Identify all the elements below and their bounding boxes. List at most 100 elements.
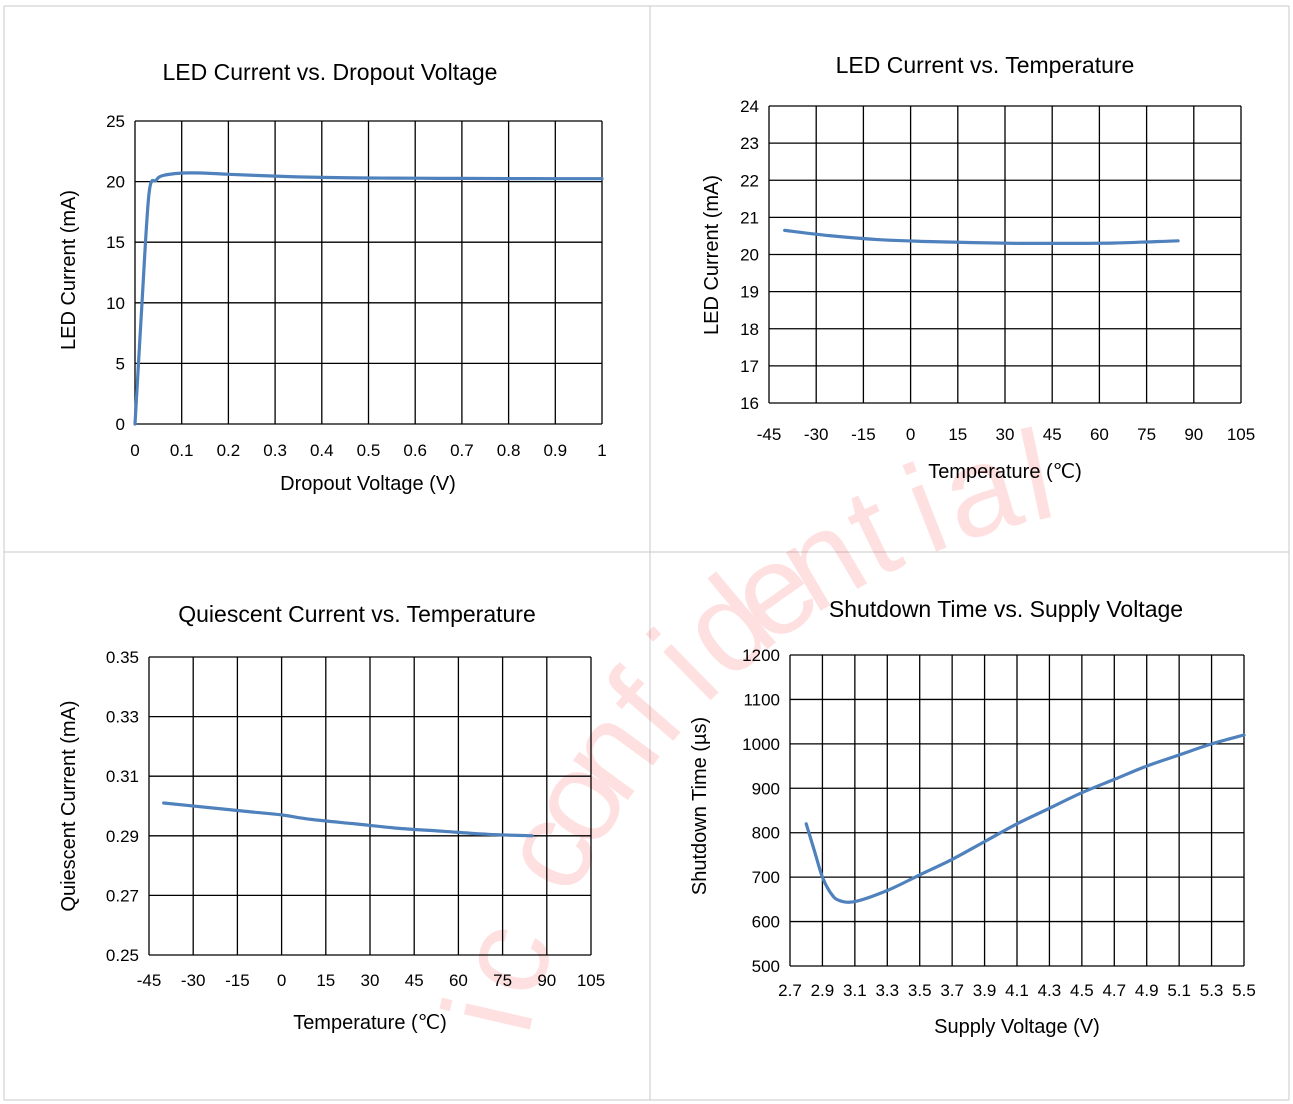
y-tick-label: 25 [106,112,125,131]
y-axis-label: LED Current (mA) [701,175,723,335]
x-tick-label: 1 [597,441,606,460]
x-tick-label: 0.9 [543,441,567,460]
grid [148,656,592,956]
x-tick-label: 45 [405,971,424,990]
x-tick-label: 5.1 [1167,981,1191,1000]
x-tick-label: 0.2 [217,441,241,460]
y-tick-label: 24 [740,97,759,116]
x-tick-label: -45 [757,425,782,444]
x-tick-label: 0 [906,425,915,444]
x-tick-label: 90 [1184,425,1203,444]
y-tick-label: 1000 [742,735,780,754]
x-tick-label: -15 [225,971,250,990]
x-tick-label: 30 [996,425,1015,444]
chart-4: Shutdown Time vs. Supply Voltage 2.7 2.9 3.… [689,596,1256,1038]
x-tick-label: 0.4 [310,441,334,460]
x-tick-label: 0 [277,971,286,990]
x-tick-label: 5.3 [1200,981,1224,1000]
y-tick-label: 20 [740,246,759,265]
y-tick-label: 0.35 [106,648,139,667]
y-tick-label: 1200 [742,646,780,665]
y-tick-label: 0.31 [106,767,139,786]
chart-2: LED Current vs. Temperature -45 -30 -15 0 15 3… [701,52,1255,483]
y-tick-label: 800 [752,824,780,843]
x-tick-label: 75 [1137,425,1156,444]
x-axis-label: Dropout Voltage (V) [280,473,456,495]
y-axis-label: LED Current (mA) [58,190,80,350]
series-line [804,733,1246,904]
y-axis-label: Quiescent Current (mA) [58,700,80,911]
x-tick-label: 3.1 [843,981,867,1000]
y-tick-label: 600 [752,913,780,932]
x-tick-label: 4.3 [1038,981,1062,1000]
x-tick-label: 15 [948,425,967,444]
x-tick-label: 0.6 [403,441,427,460]
x-tick-label: 4.7 [1102,981,1126,1000]
y-tick-label: 0.33 [106,708,139,727]
y-tick-label: 1100 [743,690,780,709]
grid [134,120,603,425]
y-tick-label: 20 [106,173,125,192]
x-tick-label: 4.1 [1005,981,1029,1000]
x-tick-label: 0.3 [263,441,287,460]
x-tick-label: 2.7 [778,981,802,1000]
y-tick-label: 900 [752,779,780,798]
series-line [133,171,604,426]
y-axis-label: Shutdown Time (µs) [689,717,711,895]
y-tick-label: 15 [106,233,125,252]
x-axis-label: Temperature (℃) [293,1012,447,1034]
chart-title: Quiescent Current vs. Temperature [178,601,536,627]
x-tick-label: -30 [804,425,829,444]
x-tick-label: -30 [181,971,206,990]
y-tick-label: 5 [116,354,125,373]
x-tick-label: 0.8 [497,441,521,460]
y-tick-label: 0.27 [106,886,139,905]
y-tick-label: 10 [106,294,125,313]
y-tick-label: 0.29 [106,827,139,846]
grid [768,105,1242,404]
x-axis-label: Temperature (℃) [928,461,1082,483]
chart-1: LED Current vs. Dropout Voltage 0 0.1 0.2 0.… [58,59,607,495]
x-tick-label: 4.9 [1135,981,1159,1000]
y-tick-label: 22 [740,171,759,190]
x-tick-label: 2.9 [811,981,835,1000]
series-line [162,801,534,838]
y-tick-label: 500 [752,957,780,976]
y-tick-label: 19 [740,283,759,302]
y-tick-label: 18 [740,320,759,339]
cell-borders [3,5,1290,1101]
y-tick-label: 16 [740,394,759,413]
y-tick-label: 700 [752,868,780,887]
x-tick-label: 105 [1227,425,1255,444]
y-tick-label: 0 [116,415,125,434]
x-axis-label: Supply Voltage (V) [934,1016,1100,1038]
chart-3: Quiescent Current vs. Temperature -45 -30-… [58,601,605,1034]
y-tick-label: 21 [740,208,759,227]
chart-title: LED Current vs. Temperature [836,52,1135,78]
x-tick-label: 0 [130,441,139,460]
x-tick-label: 3.3 [875,981,899,1000]
x-tick-label: 3.9 [973,981,997,1000]
x-tick-label: 75 [493,971,512,990]
x-tick-label: 15 [316,971,335,990]
x-tick-label: 4.5 [1070,981,1094,1000]
x-tick-label: 60 [449,971,468,990]
x-tick-label: 30 [361,971,380,990]
charts: LED Current vs. Dropout Voltage 0 0.1 0.2 0.… [58,52,1256,1038]
x-tick-label: 0.5 [357,441,381,460]
x-tick-label: 45 [1043,425,1062,444]
chart-title: LED Current vs. Dropout Voltage [163,59,498,85]
x-tick-label: 5.5 [1232,981,1256,1000]
series-line [783,228,1180,246]
chart-title: Shutdown Time vs. Supply Voltage [829,596,1183,622]
x-tick-label: 105 [577,971,605,990]
grid [789,654,1245,967]
y-tick-label: 23 [740,134,759,153]
y-tick-label: 17 [740,357,759,376]
x-tick-label: 0.1 [170,441,194,460]
x-tick-label: 0.7 [450,441,474,460]
x-tick-label: -15 [851,425,876,444]
x-tick-label: 90 [537,971,556,990]
